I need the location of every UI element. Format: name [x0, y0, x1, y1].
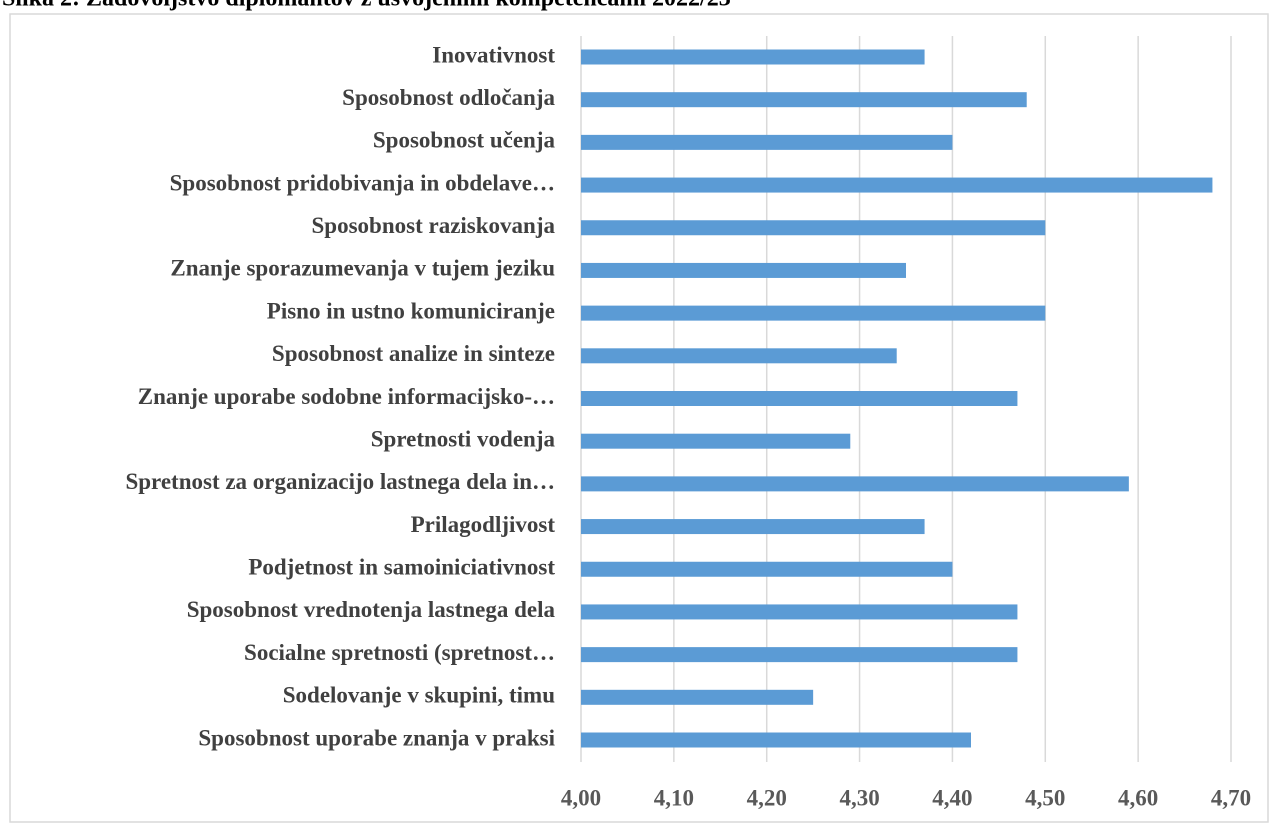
y-tick-label: Sposobnost raziskovanja — [312, 213, 556, 238]
bar — [581, 134, 953, 150]
y-tick-label: Podjetnost in samoiniciativnost — [248, 555, 555, 580]
y-tick-label: Socialne spretnosti (spretnost… — [244, 640, 555, 665]
y-tick-label: Spretnost za organizacijo lastnega dela … — [125, 469, 555, 494]
bar — [581, 519, 925, 535]
bar — [581, 604, 1018, 620]
bar — [581, 689, 814, 705]
y-tick-label: Inovativnost — [432, 42, 555, 67]
y-tick-label: Sposobnost pridobivanja in obdelave… — [170, 170, 555, 195]
x-tick-label: 4,60 — [1118, 785, 1158, 810]
bar — [581, 647, 1018, 663]
bar — [581, 391, 1018, 406]
bar — [581, 305, 1046, 321]
x-tick-label: 4,40 — [932, 785, 972, 810]
bar — [581, 92, 1027, 108]
bar — [581, 262, 906, 278]
chart-title: Slika 2: Zadovoljstvo diplomantov z usvo… — [2, 0, 731, 12]
x-tick-label: 4,20 — [747, 785, 787, 810]
y-tick-label: Sposobnost učenja — [373, 128, 556, 153]
y-tick-label: Prilagodljivost — [411, 512, 556, 537]
y-tick-label: Znanje uporabe sodobne informacijsko-… — [138, 384, 555, 409]
bar — [581, 348, 897, 364]
x-tick-label: 4,50 — [1025, 785, 1065, 810]
y-tick-label: Sposobnost analize in sinteze — [272, 341, 555, 366]
y-tick-label: Sposobnost uporabe znanja v praksi — [198, 725, 555, 750]
bar — [581, 433, 851, 449]
bar — [581, 49, 925, 65]
x-tick-label: 4,30 — [839, 785, 879, 810]
y-tick-label: Znanje sporazumevanja v tujem jeziku — [170, 256, 555, 281]
y-tick-label: Pisno in ustno komuniciranje — [267, 298, 555, 323]
x-tick-label: 4,10 — [654, 785, 694, 810]
y-tick-label: Sodelovanje v skupini, timu — [283, 683, 555, 708]
bar — [581, 732, 971, 748]
x-tick-label: 4,00 — [561, 785, 601, 810]
y-tick-label: Spretnosti vodenja — [371, 426, 556, 451]
chart-frame — [9, 13, 1269, 823]
bar — [581, 476, 1129, 492]
bar — [581, 220, 1046, 236]
y-tick-label: Sposobnost odločanja — [342, 85, 555, 110]
x-tick-label: 4,70 — [1211, 785, 1251, 810]
y-tick-label: Sposobnost vrednotenja lastnega dela — [187, 597, 556, 622]
bar — [581, 177, 1213, 193]
bar — [581, 561, 953, 577]
